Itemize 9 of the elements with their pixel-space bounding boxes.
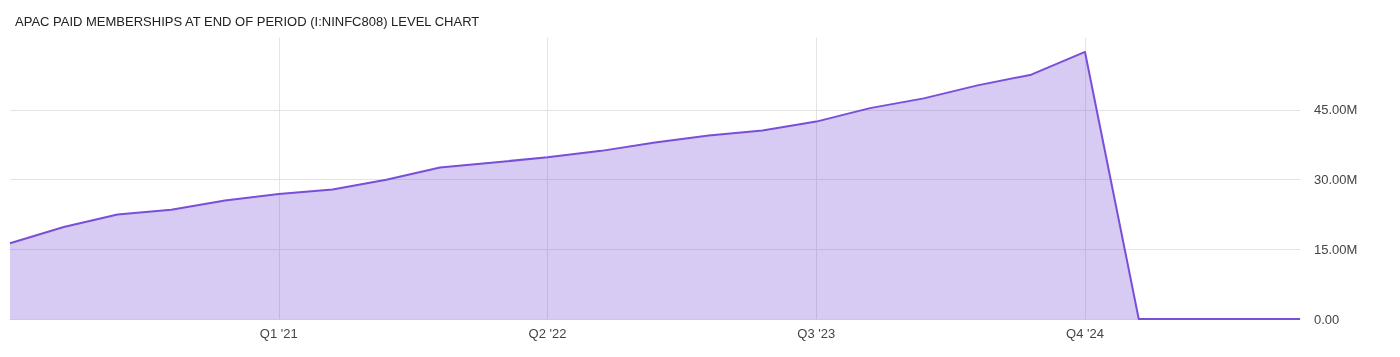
chart-title: APAC PAID MEMBERSHIPS AT END OF PERIOD (I:NINFC808) LEVEL CHART: [15, 14, 480, 29]
x-tick-label: Q2 '22: [528, 326, 567, 341]
x-tick-label: Q4 '24: [1066, 326, 1104, 341]
x-tick-label: Q1 '21: [259, 326, 298, 341]
y-tick-label: 0.00: [1314, 311, 1340, 327]
y-tick-label: 30.00M: [1314, 172, 1358, 188]
y-tick-label: 15.00M: [1314, 241, 1358, 257]
y-tick-label: 45.00M: [1314, 102, 1358, 118]
x-tick-label: Q3 '23: [797, 326, 836, 341]
